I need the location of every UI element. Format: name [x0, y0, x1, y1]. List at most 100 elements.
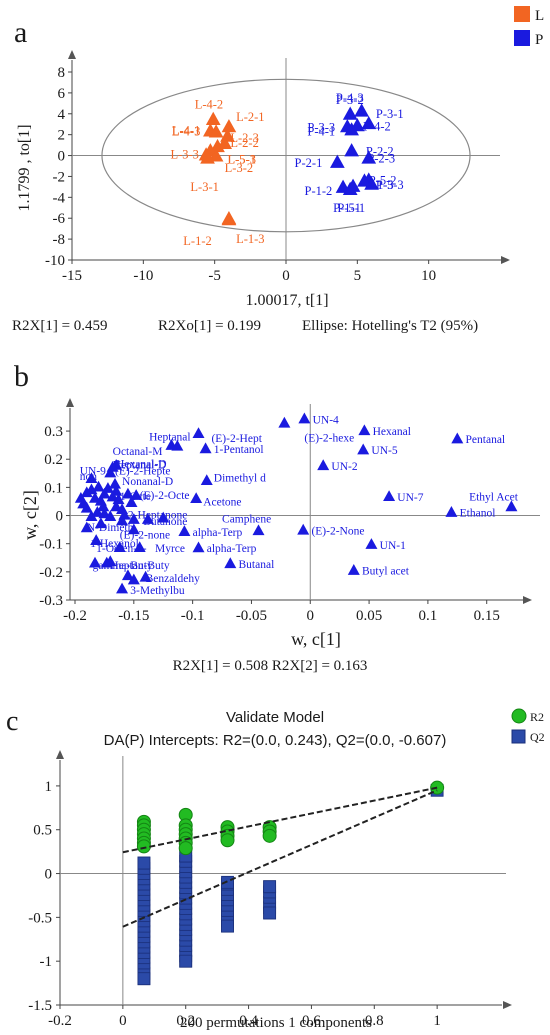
x-axis-arrow-c: [503, 1001, 512, 1009]
loading-point: [200, 474, 213, 486]
point-label-p: P-5-3: [376, 178, 404, 192]
loading-label: Octanal-M: [113, 446, 163, 458]
loading-point: [85, 472, 98, 484]
loading-label: UN-5: [371, 445, 397, 457]
x-tick-label-c: 0.6: [302, 1013, 321, 1029]
point-l: [217, 135, 233, 150]
point-label-l: L-3-1: [190, 180, 218, 194]
point-p: [344, 143, 359, 157]
loading-point: [112, 493, 125, 505]
point-l: [205, 111, 221, 125]
stat-r2x-a: R2X[1] = 0.459: [12, 318, 108, 334]
loading-label: (E)-2-Hepte: [115, 465, 171, 477]
x-tick-label-c: -0.2: [48, 1013, 72, 1029]
y-tick-label-a: 4: [58, 107, 66, 123]
loading-label: Butyl acet: [362, 566, 410, 578]
x-tick-label-a: -5: [208, 268, 221, 284]
point-label-p: P-3-3: [307, 120, 335, 134]
plot-area-c: -0.2 0 0.2 0.4 0.6 0.8 1 -1.5 -1 -0.5 0 0.5 1: [28, 750, 512, 1029]
y-tick-label-a: -4: [53, 190, 66, 206]
point-label-l: L-2-1: [236, 110, 264, 124]
point-label-l: L-4-2: [195, 97, 223, 111]
plot-area-a: -15 -10 -5 0 5 10-10-8-6-4-202468L-4-2L-2-1L-…: [45, 50, 510, 284]
x-tick-label-b: 0.15: [474, 608, 500, 624]
loading-point: [278, 416, 291, 428]
loading-point: [91, 506, 104, 517]
q2-point: [221, 919, 234, 933]
loading-label: Heptanal: [149, 431, 191, 443]
loading-point: [121, 487, 134, 499]
point-label-p: P-3-2: [336, 93, 364, 107]
axis-label-x-a: 1.00017, t[1]: [245, 292, 328, 309]
point-label-p: P-2-1: [295, 156, 323, 170]
x-tick-label-c: 0.2: [176, 1013, 195, 1029]
regression-line-r2: [122, 786, 438, 854]
x-tick-label-c: 0: [119, 1013, 127, 1029]
loading-label: 1-Octe: [120, 491, 151, 503]
loading-label: Heptan-Buty: [110, 560, 170, 572]
stat-r2x-b: R2X[1] = 0.508 R2X[2] = 0.163: [173, 658, 368, 674]
loading-point: [252, 524, 265, 536]
loading-label: 1-Pentanol: [214, 444, 264, 456]
y-tick-label-c: 1: [45, 779, 53, 795]
point-label-l: L-2-3: [230, 131, 258, 145]
loading-label: UN-1: [380, 540, 406, 552]
r2-point: [136, 839, 151, 854]
hotelling-ellipse: [101, 78, 471, 233]
q2-point: [263, 906, 277, 920]
point-l: [198, 147, 214, 161]
loading-point: [139, 570, 152, 582]
point-label-l: L-4-1: [172, 123, 200, 137]
loading-point: [165, 439, 178, 450]
y-tick-label-c: -0.5: [28, 910, 52, 926]
loading-label: (E)-2-none: [120, 529, 170, 541]
loading-label: Acetone: [203, 497, 241, 509]
loading-point: [80, 486, 93, 498]
legend-swatch-p: [514, 30, 530, 46]
point-label-l: L-3-3: [170, 148, 198, 162]
point-label-p: P-1-3: [366, 178, 394, 192]
point-p: [361, 150, 377, 164]
loading-label: Myrce: [155, 543, 185, 555]
loading-point: [104, 510, 117, 522]
chart-subtitle-c: DA(P) Intercepts: R2=(0.0, 0.243), Q2=(0…: [104, 732, 447, 749]
y-tick-label-b: -0.2: [39, 565, 63, 581]
panel-label-b: b: [14, 360, 29, 393]
x-tick-label-b: 0.1: [419, 608, 438, 624]
q2-point: [137, 972, 151, 986]
y-tick-label-c: -1: [40, 954, 53, 970]
point-label-l: L-5-3: [228, 153, 256, 167]
panel-a: a 1.1799 , to[1] 1.00017, t[1] R2X[1] = …: [12, 6, 544, 334]
point-label-p: P-1-2: [305, 184, 333, 198]
x-tick-label-c: 0.4: [239, 1013, 258, 1029]
x-tick-label-c: 1: [433, 1013, 441, 1029]
y-tick-label-a: 8: [58, 65, 66, 81]
chart-title-c: Validate Model: [226, 709, 324, 726]
y-axis-arrow-c: [56, 750, 64, 759]
loading-point: [192, 541, 205, 553]
loading-point: [127, 573, 140, 585]
axis-label-y-a: 1.1799 , to[1]: [16, 124, 33, 211]
loading-label: non: [80, 471, 98, 483]
point-label-p: P-4-2: [363, 119, 391, 133]
loading-label: Ethyl Acet: [469, 491, 519, 503]
y-tick-label-a: 2: [58, 128, 66, 144]
loading-label: 2-Heptanone: [128, 510, 187, 522]
loading-label: Hexanal: [373, 426, 411, 438]
loading-point: [199, 442, 212, 454]
y-tick-label-a: -10: [45, 253, 65, 269]
y-tick-label-b: 0.1: [44, 480, 63, 496]
x-tick-label-a: 10: [421, 268, 436, 284]
loading-label: N-Dimeth: [87, 522, 134, 534]
loading-point: [125, 496, 138, 507]
loading-label: UN-9: [80, 465, 106, 477]
x-tick-label-a: -15: [62, 268, 82, 284]
r2-point: [178, 841, 193, 856]
legend-label-q2: Q2: [530, 730, 545, 744]
q2-point: [263, 880, 277, 894]
y-tick-label-a: -2: [53, 169, 66, 185]
loading-label: Heptanal-D: [113, 459, 167, 471]
point-l: [208, 148, 224, 162]
loading-point: [298, 412, 311, 424]
r2-point: [262, 828, 277, 843]
